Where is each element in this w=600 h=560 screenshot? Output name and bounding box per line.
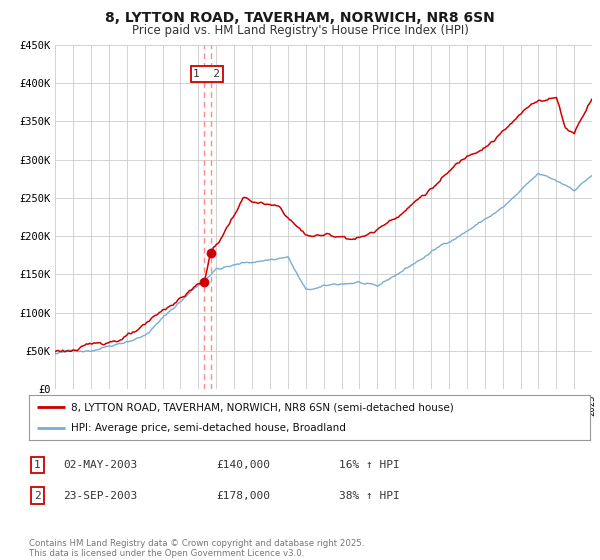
- Text: Contains HM Land Registry data © Crown copyright and database right 2025.
This d: Contains HM Land Registry data © Crown c…: [29, 539, 364, 558]
- Text: 02-MAY-2003: 02-MAY-2003: [63, 460, 137, 470]
- Text: HPI: Average price, semi-detached house, Broadland: HPI: Average price, semi-detached house,…: [71, 423, 346, 433]
- Text: £178,000: £178,000: [216, 491, 270, 501]
- Text: 1  2: 1 2: [193, 69, 220, 79]
- Text: 8, LYTTON ROAD, TAVERHAM, NORWICH, NR8 6SN: 8, LYTTON ROAD, TAVERHAM, NORWICH, NR8 6…: [105, 11, 495, 25]
- Text: 16% ↑ HPI: 16% ↑ HPI: [339, 460, 400, 470]
- Text: 1: 1: [34, 460, 41, 470]
- Text: 8, LYTTON ROAD, TAVERHAM, NORWICH, NR8 6SN (semi-detached house): 8, LYTTON ROAD, TAVERHAM, NORWICH, NR8 6…: [71, 402, 454, 412]
- Text: 38% ↑ HPI: 38% ↑ HPI: [339, 491, 400, 501]
- Text: Price paid vs. HM Land Registry's House Price Index (HPI): Price paid vs. HM Land Registry's House …: [131, 24, 469, 36]
- Text: £140,000: £140,000: [216, 460, 270, 470]
- Text: 23-SEP-2003: 23-SEP-2003: [63, 491, 137, 501]
- Text: 2: 2: [34, 491, 41, 501]
